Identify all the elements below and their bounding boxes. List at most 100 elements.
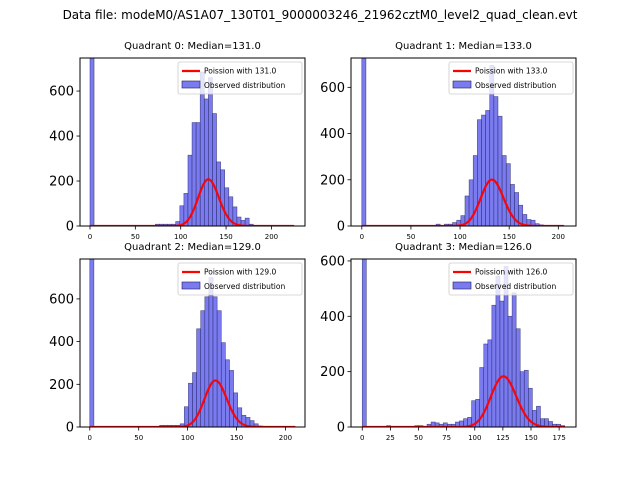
histogram-bar bbox=[216, 310, 222, 427]
legend-patch-swatch bbox=[452, 80, 472, 89]
legend-entry-poisson: Poission with 129.0 bbox=[204, 268, 277, 277]
y-tick-label: 400 bbox=[320, 310, 345, 325]
legend-entry-poisson: Poission with 133.0 bbox=[475, 67, 548, 76]
x-tick-label: 50 bbox=[134, 434, 143, 442]
subplot-title: Quadrant 0: Median=131.0 bbox=[124, 41, 261, 52]
histogram-bar bbox=[225, 359, 230, 427]
y-tick-label: 200 bbox=[320, 173, 345, 188]
histogram-bar bbox=[89, 58, 95, 226]
x-tick-label: 50 bbox=[131, 233, 140, 241]
histogram-bar bbox=[203, 98, 209, 226]
histogram-bar bbox=[183, 406, 189, 427]
legend-box bbox=[448, 262, 574, 296]
histogram-bar bbox=[501, 155, 507, 226]
legend: Poission with 131.0 Observed distribution bbox=[177, 61, 303, 95]
x-tick-label: 125 bbox=[496, 434, 509, 442]
legend-entry-observed: Observed distribution bbox=[204, 81, 285, 90]
histogram-bar bbox=[188, 382, 193, 427]
subplot-quadrant-1: Quadrant 1: Median=133.0 0 200 400 600 0 50 100… bbox=[320, 41, 577, 241]
y-tick-label: 400 bbox=[49, 335, 74, 350]
y-tick-label: 200 bbox=[49, 175, 74, 190]
histogram-bar bbox=[515, 328, 521, 427]
x-tick-label: 100 bbox=[453, 233, 466, 241]
histogram-bar bbox=[89, 259, 95, 427]
histogram-bar bbox=[485, 110, 491, 226]
y-tick-label: 0 bbox=[337, 421, 345, 436]
legend-box bbox=[177, 61, 303, 95]
y-tick-label: 0 bbox=[66, 220, 74, 235]
histogram-bar bbox=[195, 122, 201, 226]
histogram-bar bbox=[220, 342, 226, 427]
legend-box bbox=[177, 262, 303, 296]
histogram-bar bbox=[212, 296, 218, 427]
y-tick-label: 600 bbox=[320, 81, 345, 96]
subplot-title: Quadrant 2: Median=129.0 bbox=[124, 242, 261, 253]
histogram-bar bbox=[481, 114, 486, 226]
histogram-bar bbox=[487, 339, 493, 427]
x-tick-label: 75 bbox=[442, 434, 451, 442]
legend-entry-observed: Observed distribution bbox=[475, 282, 556, 291]
legend-patch-swatch bbox=[181, 80, 201, 89]
plot-area bbox=[361, 259, 566, 427]
x-tick-label: 100 bbox=[468, 434, 481, 442]
x-tick-label: 175 bbox=[552, 434, 565, 442]
y-tick-label: 200 bbox=[320, 365, 345, 380]
histogram-bar bbox=[505, 163, 511, 226]
histogram-bar bbox=[212, 113, 217, 226]
histogram-bar bbox=[507, 315, 513, 427]
legend: Poission with 133.0 Observed distribution bbox=[448, 61, 574, 95]
histogram-bar bbox=[530, 219, 536, 226]
x-tick-label: 25 bbox=[386, 434, 395, 442]
histogram-bar bbox=[361, 58, 367, 226]
histogram-bar bbox=[208, 77, 213, 226]
legend-patch-swatch bbox=[181, 281, 201, 290]
legend-entry-poisson: Poission with 126.0 bbox=[475, 268, 548, 277]
legend-box bbox=[448, 61, 574, 95]
figure-title: Data file: modeM0/AS1A07_130T01_90000032… bbox=[62, 8, 578, 22]
histogram-bar bbox=[495, 275, 501, 427]
x-tick-label: 0 bbox=[360, 233, 364, 241]
legend-entry-poisson: Poission with 131.0 bbox=[204, 67, 277, 76]
y-tick-label: 400 bbox=[49, 130, 74, 145]
x-tick-label: 150 bbox=[503, 233, 516, 241]
y-tick-label: 400 bbox=[320, 127, 345, 142]
histogram-bar bbox=[224, 187, 230, 226]
legend-patch-swatch bbox=[452, 281, 472, 290]
x-tick-label: 200 bbox=[552, 233, 565, 241]
legend-entry-observed: Observed distribution bbox=[475, 81, 556, 90]
x-tick-label: 150 bbox=[230, 434, 243, 442]
y-tick-label: 200 bbox=[49, 378, 74, 393]
axes-frame bbox=[79, 57, 306, 227]
x-tick-label: 200 bbox=[279, 434, 292, 442]
x-tick-label: 50 bbox=[414, 434, 423, 442]
x-tick-label: 0 bbox=[88, 434, 92, 442]
x-tick-label: 100 bbox=[181, 434, 194, 442]
poisson-curve bbox=[89, 178, 295, 226]
subplot-quadrant-2: Quadrant 2: Median=129.0 0 200 400 600 0 50 100… bbox=[49, 242, 306, 442]
histogram-bar bbox=[253, 423, 259, 427]
x-tick-label: 100 bbox=[174, 233, 187, 241]
histogram-bar bbox=[483, 343, 489, 427]
axes-frame bbox=[79, 258, 306, 428]
y-tick-label: 600 bbox=[320, 254, 345, 269]
x-tick-label: 0 bbox=[360, 434, 364, 442]
histogram-bar bbox=[511, 292, 517, 427]
x-tick-label: 150 bbox=[524, 434, 537, 442]
legend: Poission with 126.0 Observed distribution bbox=[448, 262, 574, 296]
histogram-bar bbox=[233, 392, 238, 427]
histogram-bar bbox=[204, 296, 210, 427]
histogram-bar bbox=[499, 300, 505, 427]
y-tick-label: 0 bbox=[66, 421, 74, 436]
histogram-bar bbox=[477, 119, 482, 226]
histogram-bar bbox=[361, 259, 367, 427]
histogram-bar bbox=[229, 370, 234, 427]
legend-entry-observed: Observed distribution bbox=[204, 282, 285, 291]
histogram-bar bbox=[491, 304, 497, 427]
x-tick-label: 0 bbox=[88, 233, 92, 241]
x-tick-label: 150 bbox=[219, 233, 232, 241]
histogram-bar bbox=[208, 277, 214, 427]
subplot-quadrant-3: Quadrant 3: Median=126.0 0 200 400 600 0 25 50 7… bbox=[320, 242, 577, 442]
y-tick-label: 0 bbox=[337, 220, 345, 235]
histogram-bar bbox=[497, 115, 503, 226]
